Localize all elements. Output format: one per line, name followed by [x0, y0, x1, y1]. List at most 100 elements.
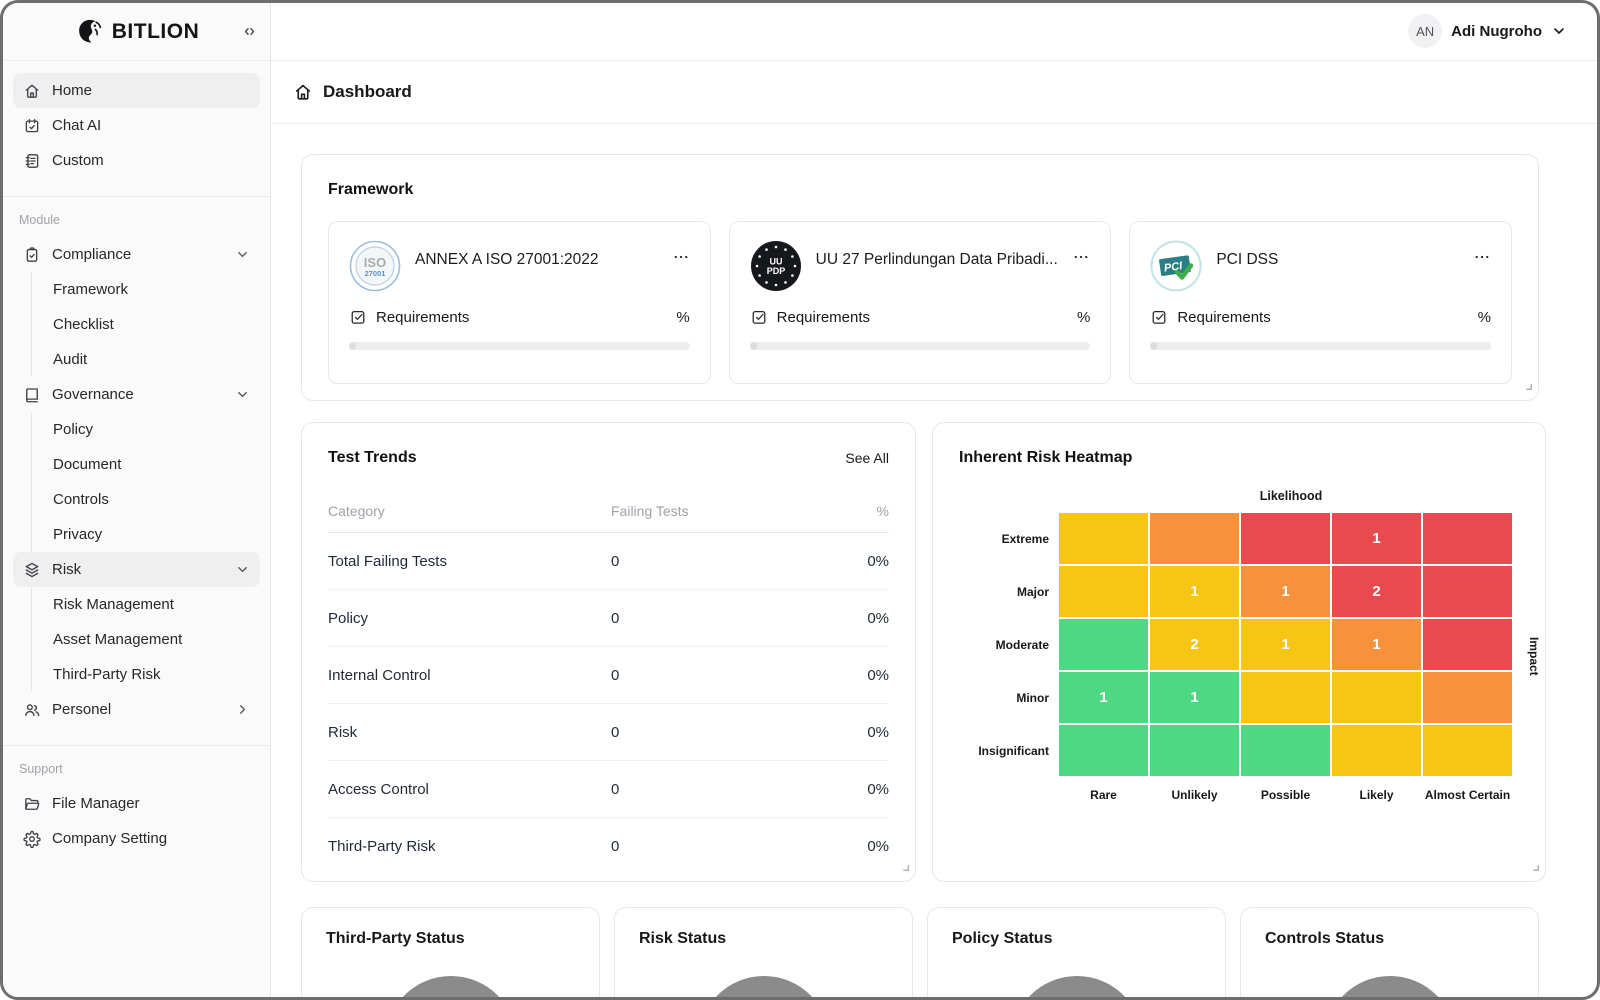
sidebar-item-checklist[interactable]: Checklist: [53, 316, 114, 333]
sidebar-subitems: Risk Management Asset Management Third-Par…: [31, 587, 260, 692]
sidebar-item-framework[interactable]: Framework: [53, 281, 129, 298]
heatmap-row-label: Insignificant: [978, 743, 1049, 758]
heatmap-column-labels: Rare Unlikely Possible Likely Almost Certain: [959, 788, 1519, 802]
sidebar-item-risk-management[interactable]: Risk Management: [53, 596, 174, 613]
percent-label: %: [1076, 308, 1091, 326]
test-trends-title: Test Trends: [328, 449, 417, 467]
framework-card-pci-dss: PCI PCI DSS Requirements%: [1129, 221, 1512, 385]
status-cards: Third-Party Status Risk Status Policy Stat…: [301, 907, 1539, 997]
sidebar-item-home[interactable]: Home: [13, 73, 260, 108]
table-cell: Internal Control: [328, 666, 431, 684]
chevron-down-icon: [235, 247, 250, 262]
heatmap-row: Insignificant: [959, 725, 1519, 777]
sidebar-item-audit[interactable]: Audit: [53, 351, 88, 368]
see-all-link[interactable]: See All: [845, 450, 889, 467]
sidebar-item-label: File Manager: [52, 795, 140, 812]
svg-text:PDP: PDP: [766, 266, 785, 276]
table-cell: 0%: [867, 780, 889, 798]
check-square-icon: [349, 308, 367, 326]
test-trends-panel: Test Trends See All Category Failing Test…: [301, 422, 916, 883]
more-options-button[interactable]: [672, 240, 690, 266]
sidebar: BITLION Home Chat AI Custom Module Complianc…: [3, 3, 271, 997]
heatmap-cell: [1332, 672, 1421, 724]
book-icon: [23, 386, 41, 404]
policy-status-card: Policy Status: [927, 907, 1226, 997]
more-options-button[interactable]: [1473, 240, 1491, 266]
sidebar-item-label: Custom: [52, 152, 104, 169]
sidebar-item-privacy[interactable]: Privacy: [53, 526, 103, 543]
heatmap-panel: Inherent Risk Heatmap Likelihood Extreme 1…: [932, 422, 1546, 883]
heatmap-row-label: Moderate: [995, 637, 1049, 652]
sidebar-item-chat-ai[interactable]: Chat AI: [13, 108, 260, 143]
column-header: Failing Tests: [611, 502, 689, 519]
sidebar-item-policy[interactable]: Policy: [53, 421, 94, 438]
sidebar-item-governance[interactable]: Governance: [13, 377, 260, 412]
check-square-icon: [750, 308, 768, 326]
spacer: [959, 788, 1057, 802]
table-header-row: Category Failing Tests%: [328, 489, 889, 534]
sidebar-subitems: Framework Checklist Audit: [31, 272, 260, 377]
table-cell: 0: [611, 723, 620, 741]
sidebar-item-compliance[interactable]: Compliance: [13, 237, 260, 272]
clipboard-check-icon: [23, 246, 41, 264]
heatmap-row: Extreme 1: [959, 513, 1519, 565]
sidebar-item-file-manager[interactable]: File Manager: [13, 786, 260, 821]
table-cell: Access Control: [328, 780, 429, 798]
heatmap-row: Major 1 1 2: [959, 566, 1519, 618]
heatmap-row: Minor 1 1: [959, 672, 1519, 724]
heatmap-row-label: Major: [1016, 584, 1049, 599]
sidebar-nav: Home Chat AI Custom Module Compliance Framewo…: [3, 61, 270, 997]
third-party-status-card: Third-Party Status: [301, 907, 600, 997]
resize-handle-icon[interactable]: [901, 859, 910, 877]
sidebar-item-third-party-risk[interactable]: Third-Party Risk: [53, 666, 161, 683]
sidebar-item-company-setting[interactable]: Company Setting: [13, 821, 260, 856]
heatmap-cell: 1: [1332, 619, 1421, 671]
sidebar-collapse-button[interactable]: [241, 23, 258, 40]
home-icon: [295, 84, 311, 100]
table-cell: 0: [611, 838, 620, 856]
chevron-down-icon: [235, 387, 250, 402]
heatmap-cell: 1: [1150, 672, 1239, 724]
more-options-button[interactable]: [1072, 240, 1090, 266]
dashboard-content: Framework ISO 27001 ANNEX A ISO 27001:2022…: [271, 124, 1597, 997]
heatmap-cell: [1059, 566, 1148, 618]
sidebar-item-asset-management[interactable]: Asset Management: [53, 631, 183, 648]
user-menu[interactable]: AN Adi Nugroho: [1408, 14, 1567, 49]
heatmap-column-label: Possible: [1260, 788, 1311, 803]
resize-handle-icon[interactable]: [1524, 378, 1533, 396]
table-row: Total Failing Tests 0 0%: [328, 533, 889, 591]
sidebar-item-label: Home: [52, 82, 93, 99]
table-cell: 0: [611, 552, 620, 570]
requirements-progress-bar: [749, 342, 1091, 351]
sidebar-section-label: Module: [19, 213, 60, 227]
topbar: AN Adi Nugroho: [271, 3, 1597, 61]
sidebar-item-personel[interactable]: Personel: [13, 692, 260, 727]
heatmap-cell: 1: [1059, 672, 1148, 724]
resize-handle-icon[interactable]: [1531, 859, 1540, 877]
table-cell: 0: [611, 666, 620, 684]
sidebar-item-label: Chat AI: [52, 117, 102, 134]
sidebar-item-label: Personel: [52, 701, 112, 718]
sidebar-section-label: Support: [19, 762, 63, 776]
uu-pdp-badge-icon: UU PDP: [750, 240, 802, 292]
table-row: Risk 0 0%: [328, 704, 889, 762]
table-cell: 0: [611, 780, 620, 798]
table-cell: Third-Party Risk: [328, 838, 436, 856]
heatmap-column-label: Rare: [1090, 788, 1117, 803]
sidebar-item-risk[interactable]: Risk: [13, 552, 260, 587]
chevron-down-icon: [235, 562, 250, 577]
sidebar-item-controls[interactable]: Controls: [53, 491, 109, 508]
table-cell: Risk: [328, 723, 358, 741]
heatmap-cell: [1059, 513, 1148, 565]
table-cell: Policy: [328, 609, 369, 627]
sidebar-item-document[interactable]: Document: [53, 456, 122, 473]
users-icon: [23, 701, 41, 719]
heatmap-cell: [1059, 725, 1148, 777]
status-card-title: Risk Status: [639, 930, 727, 948]
table-cell: 0%: [867, 723, 889, 741]
mid-grid: Test Trends See All Category Failing Test…: [301, 422, 1546, 883]
heatmap-cell: [1059, 619, 1148, 671]
sidebar-item-custom[interactable]: Custom: [13, 143, 260, 178]
pci-dss-badge-icon: PCI: [1150, 240, 1202, 292]
framework-card-annex-a-iso-27001-2022: ISO 27001 ANNEX A ISO 27001:2022 Requiremen…: [328, 221, 711, 385]
